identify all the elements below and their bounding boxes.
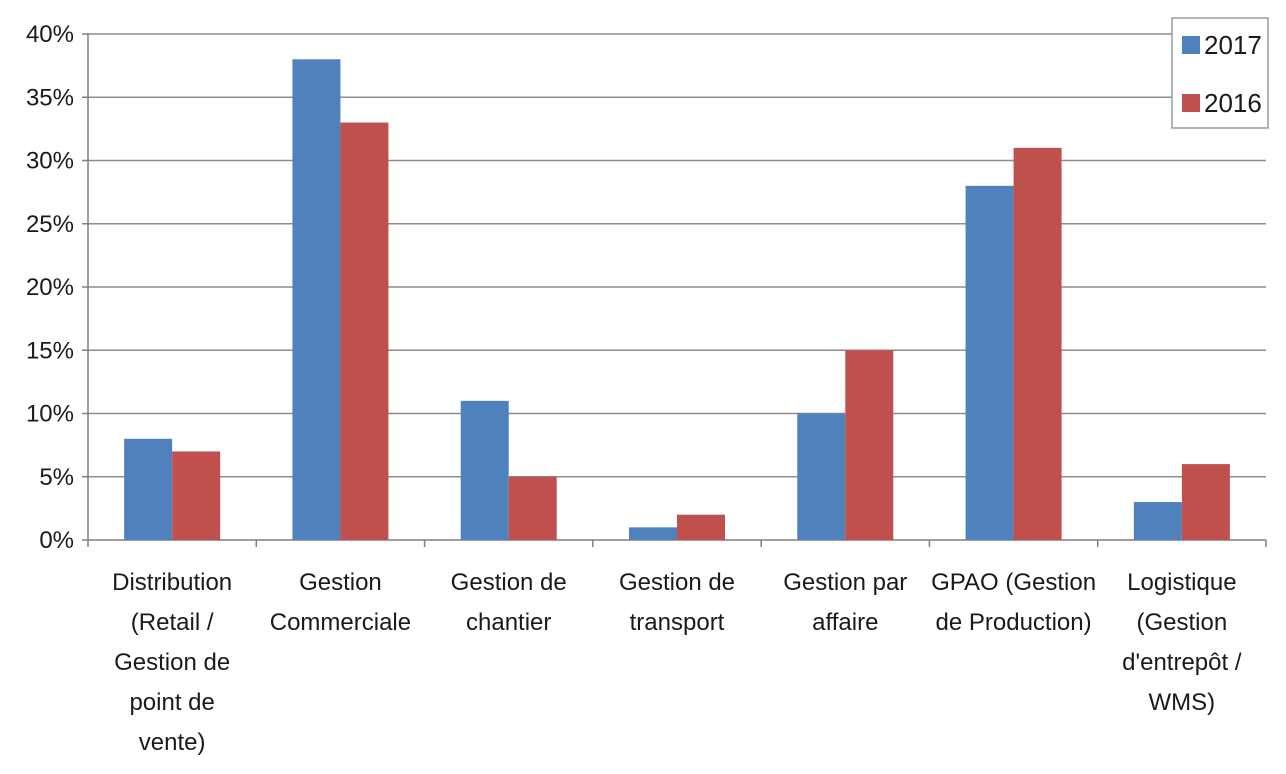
y-tick-labels: 0% 5% 10% 15% 20% 25% 30% 35% 40% <box>26 21 74 554</box>
legend-swatch <box>1182 94 1200 112</box>
axes <box>82 33 1267 547</box>
bar-2016-3 <box>677 514 725 540</box>
gridlines <box>88 33 1266 478</box>
bar-2016-4 <box>845 350 894 540</box>
category-label-line: Gestion de <box>619 569 735 596</box>
bar-2017-0 <box>124 438 173 540</box>
legend-swatch <box>1182 36 1200 54</box>
bar-2017-3 <box>629 527 677 540</box>
category-label-line: Gestion <box>299 569 382 596</box>
bar-2016-5 <box>1013 147 1062 540</box>
category-label-line: Commerciale <box>270 609 411 636</box>
bar-2017-4 <box>797 413 846 540</box>
category-label-line: vente) <box>139 729 206 756</box>
category-label-line: Gestion de <box>114 649 230 676</box>
category-label: Gestion de chantier <box>451 569 567 636</box>
y-tick-label: 30% <box>26 148 74 175</box>
category-label: Gestion de transport <box>619 569 735 636</box>
y-tick-label: 5% <box>39 464 74 491</box>
category-label: Logistique (Gestion d'entrepôt / WMS) <box>1122 569 1242 716</box>
category-label-line: GPAO (Gestion <box>931 569 1096 596</box>
category-label-line: point de <box>129 689 214 716</box>
category-label-line: Gestion par <box>783 569 907 596</box>
bars <box>124 59 1230 541</box>
y-tick-label: 35% <box>26 84 74 111</box>
y-tick-label: 25% <box>26 211 74 238</box>
bar-2017-6 <box>1133 502 1182 540</box>
y-tick-label: 15% <box>26 337 74 364</box>
legend-label: 2017 <box>1204 30 1262 60</box>
category-label-line: Logistique <box>1127 569 1236 596</box>
y-tick-label: 20% <box>26 274 74 301</box>
legend-label: 2016 <box>1204 88 1262 118</box>
category-label-line: chantier <box>466 609 551 636</box>
category-label-line: Gestion de <box>451 569 567 596</box>
category-label-line: (Retail / <box>131 609 214 636</box>
bar-2016-6 <box>1181 464 1230 540</box>
y-tick-label: 0% <box>39 527 74 554</box>
y-tick-label: 10% <box>26 401 74 428</box>
category-label-line: d'entrepôt / <box>1122 649 1242 676</box>
category-label-line: Distribution <box>112 569 232 596</box>
category-label: Gestion Commerciale <box>270 569 411 636</box>
category-label-line: WMS) <box>1149 689 1216 716</box>
category-label: Distribution (Retail / Gestion de point de v… <box>112 569 232 756</box>
bar-2017-1 <box>292 59 341 541</box>
category-label: Gestion par affaire <box>783 569 907 636</box>
bar-2016-0 <box>172 451 221 540</box>
bar-2017-5 <box>965 185 1014 541</box>
category-labels: Distribution (Retail / Gestion de point de v… <box>112 569 1242 756</box>
category-label: GPAO (Gestion de Production) <box>931 569 1096 636</box>
category-label-line: de Production) <box>936 609 1092 636</box>
bar-2016-2 <box>508 476 557 540</box>
y-tick-label: 40% <box>26 21 74 48</box>
bar-2017-2 <box>460 400 509 540</box>
bar-2016-1 <box>340 122 389 541</box>
category-label-line: transport <box>630 609 725 636</box>
category-label-line: affaire <box>812 609 878 636</box>
category-label-line: (Gestion <box>1137 609 1228 636</box>
legend: 2017 2016 <box>1171 17 1269 129</box>
